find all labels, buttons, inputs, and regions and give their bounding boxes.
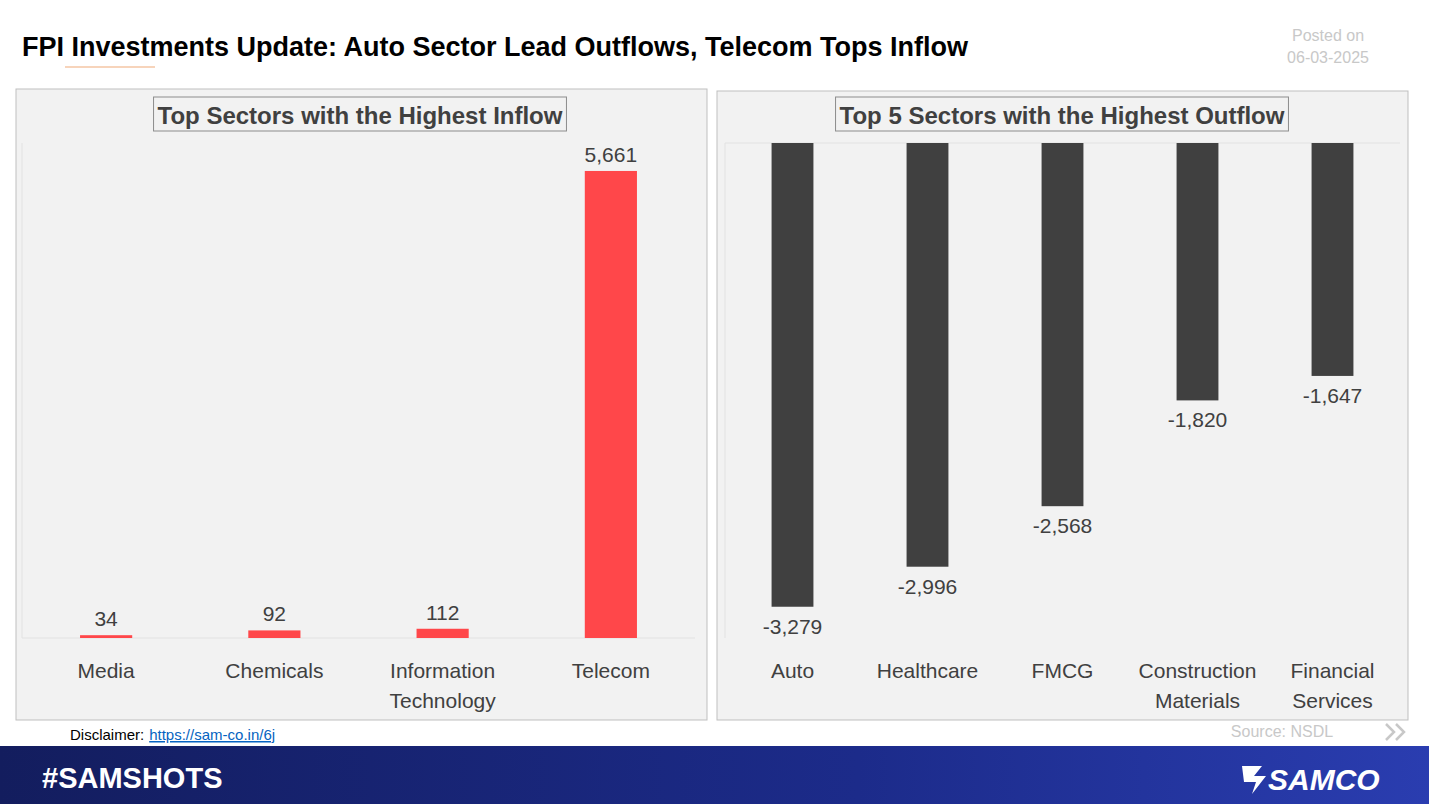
posted-date: 06-03-2025: [1287, 49, 1369, 66]
panel-background: [16, 89, 707, 720]
data-label: 112: [426, 601, 459, 624]
chart-title-box: [154, 97, 567, 131]
bar: [417, 629, 469, 638]
bar: [585, 171, 637, 638]
footer-bar: [0, 746, 1429, 804]
data-label: -2,568: [1033, 514, 1093, 537]
category-label-line: Construction: [1139, 659, 1257, 682]
bars: [772, 143, 1354, 607]
bar: [772, 143, 814, 607]
chart-title: Top Sectors with the Highest Inflow: [158, 102, 563, 129]
category-label-line: Information: [390, 659, 495, 682]
category-label-line: Services: [1292, 689, 1373, 712]
category-label: Construction Materials: [1139, 659, 1257, 712]
bars: [80, 171, 637, 638]
chevron: [1396, 724, 1404, 740]
data-label: -1,647: [1303, 384, 1363, 407]
chart-panel: Top Sectors with the Highest Inflow 34 92 1…: [16, 89, 707, 720]
bar: [248, 630, 300, 638]
page: FPI Investments Update: Auto Sector Lead…: [0, 0, 1429, 804]
bar: [1312, 143, 1354, 376]
title-underline: [65, 66, 155, 68]
bar: [1177, 143, 1219, 400]
chart-title: Top 5 Sectors with the Highest Outflow: [840, 102, 1285, 129]
disclaimer-link[interactable]: https://sam-co.in/6j: [149, 726, 275, 743]
page-title: FPI Investments Update: Auto Sector Lead…: [22, 32, 969, 62]
category-label: Chemicals: [225, 659, 323, 682]
category-label: Financial Services: [1290, 659, 1374, 712]
data-label: 5,661: [585, 143, 638, 166]
posted-label: Posted on: [1292, 27, 1364, 44]
chevron: [1386, 724, 1394, 740]
chart-panel: Top 5 Sectors with the Highest Outflow -3…: [717, 91, 1408, 720]
panel-background: [717, 91, 1408, 720]
bar: [907, 143, 949, 567]
category-label: Auto: [771, 659, 814, 682]
value-axis-line: [725, 143, 726, 638]
brand-name: SAMCO: [1268, 763, 1380, 796]
bar: [1042, 143, 1084, 506]
category-label: Telecom: [572, 659, 650, 682]
category-label: Information Technology: [390, 659, 497, 712]
category-label: Media: [78, 659, 136, 682]
category-label: FMCG: [1032, 659, 1094, 682]
data-label: -2,996: [898, 575, 958, 598]
disclaimer-label: Disclaimer:: [70, 726, 144, 743]
bar: [80, 635, 132, 638]
data-label: -3,279: [763, 615, 823, 638]
source-note: Source: NSDL: [1231, 723, 1333, 740]
category-label-line: Financial: [1290, 659, 1374, 682]
category-label: Healthcare: [877, 659, 979, 682]
brand-icon: [1242, 766, 1266, 794]
value-axis-line: [22, 143, 23, 638]
data-label: 92: [263, 602, 286, 625]
category-label-line: Technology: [390, 689, 497, 712]
category-label-line: Materials: [1155, 689, 1240, 712]
data-label: -1,820: [1168, 408, 1228, 431]
hashtag: #SAMSHOTS: [42, 762, 222, 794]
chart-title-box: [836, 97, 1289, 131]
data-label: 34: [94, 607, 118, 630]
